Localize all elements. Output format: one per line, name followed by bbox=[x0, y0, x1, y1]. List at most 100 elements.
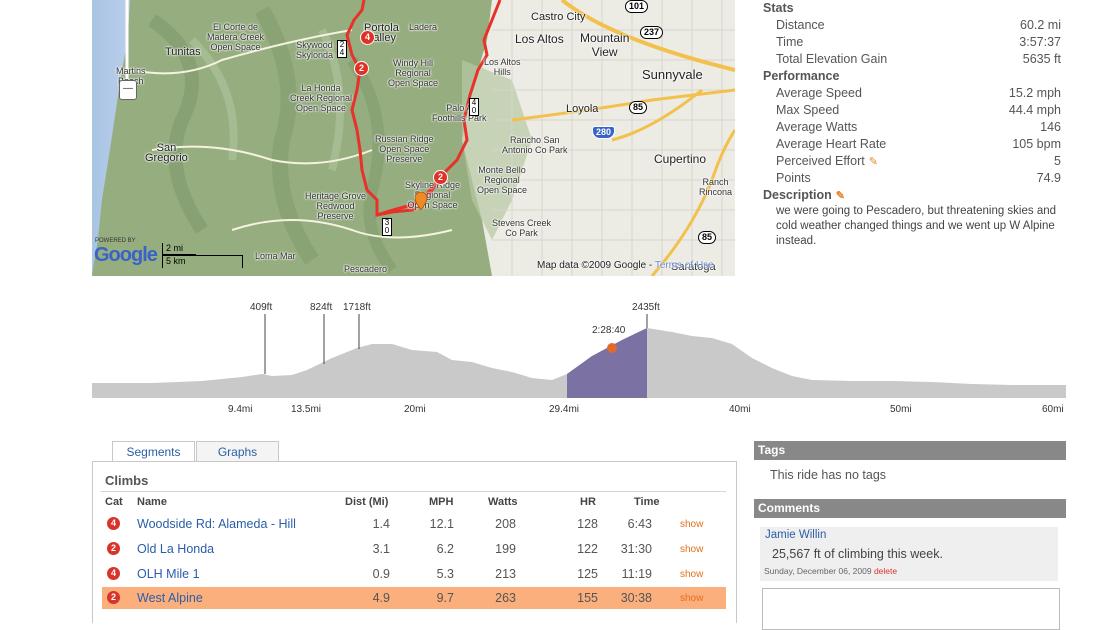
climb-show-link[interactable]: show bbox=[680, 593, 704, 604]
climb-name-link[interactable]: West Alpine bbox=[137, 591, 203, 605]
stat-elevation-gain-value: 5635 ft bbox=[1022, 52, 1061, 66]
stat-distance-value: 60.2 mi bbox=[1020, 18, 1061, 32]
perf-average-watts: Average Watts 146 bbox=[763, 119, 1063, 136]
perf-average-speed-label: Average Speed bbox=[776, 86, 862, 100]
map-label-los-altos-hills: Los Altos Hills bbox=[484, 57, 521, 77]
current-position-pin-icon[interactable] bbox=[415, 192, 427, 210]
map-label-rancho-san-antonio: Rancho San Antonio Co Park bbox=[502, 135, 568, 155]
map-terrain bbox=[92, 0, 735, 276]
climb-name-link[interactable]: OLH Mile 1 bbox=[137, 567, 200, 581]
map-label-loma-mar: Loma Mar bbox=[255, 251, 296, 261]
map-label-russian-ridge: Russian Ridge Open Space Preserve bbox=[375, 134, 434, 164]
climb-dist: 0.9 bbox=[372, 567, 390, 581]
climb-row-selected[interactable]: 2 West Alpine 4.9 9.7 263 155 30:38 show bbox=[102, 587, 726, 609]
col-header-mph: MPH bbox=[429, 496, 454, 508]
comment-author-link[interactable]: Jamie Willin bbox=[765, 529, 827, 541]
map-label-skyline-ridge: Skyline Ridge Regional Open Space bbox=[405, 180, 461, 210]
col-header-watts: Watts bbox=[488, 496, 518, 508]
climb-row[interactable]: 2 Old La Honda 3.1 6.2 199 122 31:30 sho… bbox=[102, 538, 726, 560]
climb-row[interactable]: 4 OLH Mile 1 0.9 5.3 213 125 11:19 show bbox=[102, 563, 726, 585]
selected-climb-area bbox=[567, 328, 647, 398]
stats-header: Stats bbox=[763, 1, 794, 15]
mile-label-29-4: 29.4mi bbox=[549, 404, 580, 415]
climb-show-link[interactable]: show bbox=[680, 519, 704, 530]
perf-max-speed-label: Max Speed bbox=[776, 103, 840, 117]
col-header-hr: HR bbox=[580, 496, 596, 508]
climb-mph: 6.2 bbox=[436, 542, 454, 556]
scale-mi: 2 mi bbox=[162, 243, 196, 255]
powered-by-label: POWERED BY bbox=[95, 238, 136, 244]
map-label-ladera: Ladera bbox=[409, 22, 438, 32]
climb-name-link[interactable]: Woodside Rd: Alameda - Hill bbox=[137, 517, 296, 531]
perf-average-watts-value: 146 bbox=[1040, 120, 1061, 134]
perf-max-speed: Max Speed 44.4 mph bbox=[763, 102, 1063, 119]
google-logo[interactable]: Google bbox=[94, 244, 158, 267]
climb-marker-4[interactable]: 4 bbox=[360, 30, 375, 45]
comment-date: Sunday, December 06, 2009 bbox=[764, 566, 874, 576]
perf-average-watts-label: Average Watts bbox=[776, 120, 858, 134]
perf-perceived-effort-value: 5 bbox=[1054, 154, 1061, 168]
climb-marker-2-alpine[interactable]: 2 bbox=[433, 170, 448, 185]
map-label-la-honda: La Honda Creek Regional Open Space bbox=[290, 83, 353, 113]
climb-row[interactable]: 4 Woodside Rd: Alameda - Hill 1.4 12.1 2… bbox=[102, 513, 726, 535]
stat-time-label: Time bbox=[776, 35, 804, 49]
perf-average-speed: Average Speed 15.2 mph bbox=[763, 85, 1063, 102]
peak-label-409: 409ft bbox=[250, 302, 273, 313]
zoom-slider-handle[interactable]: — bbox=[119, 80, 137, 100]
comment-meta: Sunday, December 06, 2009 delete bbox=[764, 566, 897, 576]
peak-label-2435: 2435ft bbox=[632, 302, 660, 313]
edit-pencil-icon[interactable]: ✎ bbox=[868, 156, 878, 168]
col-header-dist: Dist (Mi) bbox=[345, 496, 389, 508]
climb-hr: 128 bbox=[577, 517, 598, 531]
route-map[interactable]: Castro City Los Altos Mountain View Sunn… bbox=[92, 0, 735, 276]
map-label-sunnyvale: Sunnyvale bbox=[642, 67, 703, 82]
elevation-cursor-dot[interactable] bbox=[607, 343, 617, 353]
climb-marker-2[interactable]: 2 bbox=[354, 61, 369, 76]
climb-watts: 208 bbox=[495, 517, 516, 531]
route-sign-24: 2 4 bbox=[337, 40, 347, 58]
map-scale-bar: 2 mi 5 km bbox=[162, 243, 244, 268]
mile-label-13-5: 13.5mi bbox=[291, 404, 322, 415]
description-text: we were going to Pescadero, but threaten… bbox=[776, 205, 1057, 247]
elevation-profile[interactable]: 409ft 824ft 1718ft 2435ft 2:28:40 9.4mi … bbox=[92, 292, 1066, 422]
map-terms-link[interactable]: Terms of Use bbox=[654, 260, 714, 271]
climb-hr: 155 bbox=[577, 591, 598, 605]
climb-time: 6:43 bbox=[627, 517, 652, 531]
mile-label-20: 20mi bbox=[404, 404, 426, 415]
comment-delete-link[interactable]: delete bbox=[873, 566, 898, 576]
perf-average-heart-rate-label: Average Heart Rate bbox=[776, 137, 887, 151]
highway-85-shield-top: 85 bbox=[629, 101, 648, 114]
climb-watts: 199 bbox=[495, 542, 516, 556]
map-label-monte-bello: Monte Bello Regional Open Space bbox=[477, 165, 528, 195]
peak-label-824: 824ft bbox=[310, 302, 333, 313]
map-label-los-altos: Los Altos bbox=[515, 32, 564, 46]
edit-description-pencil-icon[interactable]: ✎ bbox=[835, 190, 845, 202]
highway-101-shield: 101 bbox=[625, 0, 649, 13]
elevation-chart[interactable] bbox=[92, 292, 1066, 422]
map-label-loyola: Loyola bbox=[566, 103, 599, 115]
mile-label-60: 60mi bbox=[1042, 404, 1064, 415]
climb-show-link[interactable]: show bbox=[680, 544, 704, 555]
climb-name-link[interactable]: Old La Honda bbox=[137, 542, 215, 556]
map-label-el-corte: El Corte de Madera Creek Open Space bbox=[207, 22, 265, 52]
elevation-area bbox=[92, 328, 1066, 398]
perf-perceived-effort-label: Perceived Effort bbox=[776, 154, 865, 168]
description-heading: Description ✎ bbox=[763, 187, 1063, 204]
category-badge: 2 bbox=[107, 591, 120, 604]
climb-show-link[interactable]: show bbox=[680, 569, 704, 580]
map-copyright-text: Map data ©2009 Google - bbox=[537, 260, 655, 271]
climb-dist: 3.1 bbox=[372, 542, 390, 556]
map-label-pescadero: Pescadero bbox=[344, 264, 388, 274]
category-badge: 2 bbox=[107, 542, 120, 555]
col-header-cat: Cat bbox=[105, 496, 123, 508]
perf-points: Points 74.9 bbox=[763, 170, 1063, 187]
perf-average-heart-rate-value: 105 bpm bbox=[1012, 137, 1061, 151]
tab-graphs[interactable]: Graphs bbox=[196, 441, 279, 462]
map-label-san-gregorio: San Gregorio bbox=[145, 142, 188, 164]
map-label-windy-hill: Windy Hill Regional Open Space bbox=[388, 58, 439, 88]
climb-time: 31:30 bbox=[620, 542, 652, 556]
climb-hr: 125 bbox=[577, 567, 598, 581]
col-header-name: Name bbox=[137, 496, 167, 508]
tab-segments[interactable]: Segments bbox=[112, 441, 195, 462]
comment-input[interactable] bbox=[762, 588, 1060, 630]
